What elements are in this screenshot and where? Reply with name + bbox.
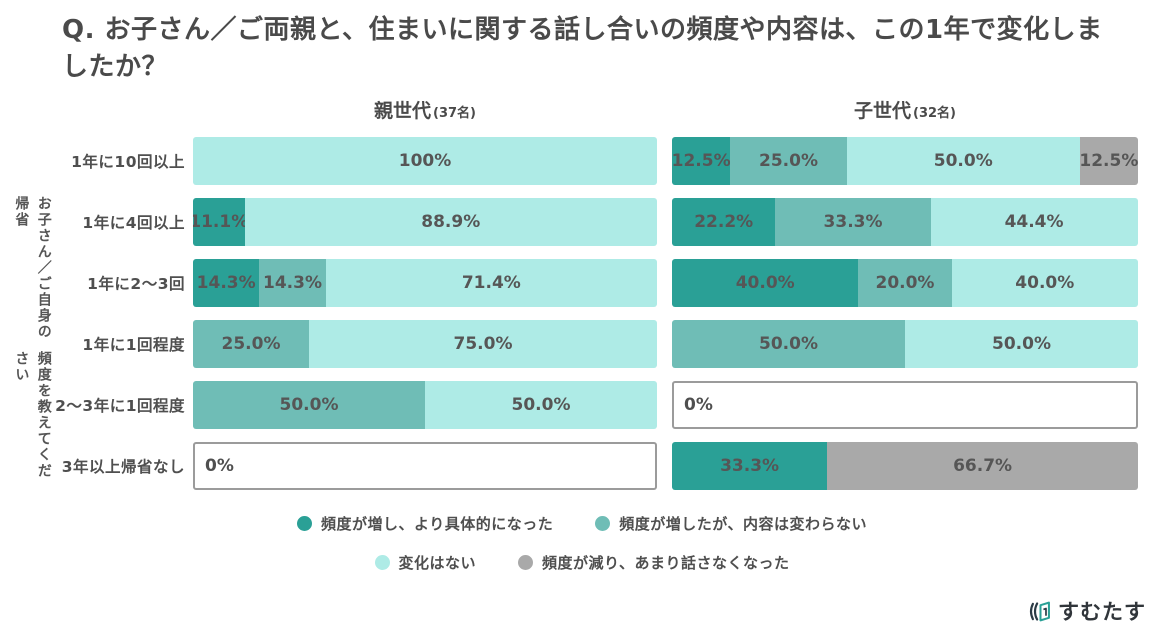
bar-segment-increased_concrete: 11.1% [193, 198, 248, 246]
group-name-parents: 親世代 [374, 100, 432, 122]
group-count-children: (32名) [913, 106, 956, 121]
bar-segment-no_change: 44.4% [930, 198, 1138, 246]
bar-row: 33.3% 66.7% [672, 442, 1138, 490]
legend-row: 変化はない 頻度が減り、あまり話さなくなった [0, 547, 1164, 577]
logo-text: すむたす [1058, 600, 1146, 624]
bar-segment-increased_concrete: 22.2% [672, 198, 776, 246]
legend-dot-icon [518, 554, 534, 570]
legend-label: 頻度が減り、あまり話さなくなった [542, 553, 790, 572]
bar-segment-increased_same: 50.0% [672, 320, 905, 368]
bar-segment-increased_same: 25.0% [730, 137, 847, 185]
bar-segment-no_change: 88.9% [244, 198, 657, 246]
category-label: 1年に10回以上 [71, 153, 185, 171]
legend-label: 変化はない [398, 553, 477, 572]
legend-label: 頻度が増したが、内容は変わらない [619, 514, 867, 533]
bar-segment-increased_concrete: 12.5% [672, 137, 731, 185]
group-name-children: 子世代 [854, 100, 912, 122]
bar-row: 22.2% 33.3% 44.4% [672, 198, 1138, 246]
bar-segment-decreased: 12.5% [1079, 137, 1138, 185]
bar-segment-increased_same: 50.0% [193, 381, 425, 429]
bar-segment-increased_concrete: 40.0% [672, 259, 859, 307]
bar-row: 40.0% 20.0% 40.0% [672, 259, 1138, 307]
y-axis-label-line2: 頻度を教えてください [13, 350, 52, 479]
legend-row: 頻度が増し、より具体的になった 頻度が増したが、内容は変わらない [0, 508, 1164, 538]
bar-segment-no_change: 71.4% [325, 259, 657, 307]
bar-segment-decreased: 66.7% [827, 442, 1138, 490]
legend: 頻度が増し、より具体的になった 頻度が増したが、内容は変わらない変化はない 頻度が減… [0, 508, 1164, 586]
bar-segment-no_change: 100% [193, 137, 657, 185]
zero-percent-label: 0% [205, 456, 234, 476]
sumutasu-logo-icon [1029, 601, 1050, 621]
bar-segment-increased_same: 14.3% [259, 259, 326, 307]
legend-label: 頻度が増し、より具体的になった [321, 514, 554, 533]
legend-item-increased_concrete: 頻度が増し、より具体的になった [297, 513, 553, 534]
bar-row: 14.3% 14.3% 71.4% [193, 259, 657, 307]
category-label: 1年に2〜3回 [87, 275, 185, 293]
y-axis-label-line1: お子さん／ご自身の帰省 [13, 196, 52, 340]
bar-segment-no_change: 50.0% [846, 137, 1080, 185]
group-header-parents: 親世代 (37名) [193, 96, 657, 124]
bar-segment-no_change: 75.0% [309, 320, 657, 368]
category-label: 3年以上帰省なし [61, 458, 185, 476]
legend-dot-icon [374, 554, 390, 570]
bar-row: 100% [193, 137, 657, 185]
y-axis-label: お子さん／ご自身の帰省 頻度を教えてください [10, 196, 55, 486]
category-label: 1年に4回以上 [82, 214, 185, 232]
bar-segment-no_change: 50.0% [425, 381, 657, 429]
bar-row: 25.0% 75.0% [193, 320, 657, 368]
legend-dot-icon [595, 515, 611, 531]
logo: すむたす [1027, 596, 1146, 626]
bar-segment-no_change: 50.0% [905, 320, 1138, 368]
category-label: 2〜3年に1回程度 [55, 397, 185, 415]
bar-segment-no_change: 40.0% [951, 259, 1138, 307]
group-header-children: 子世代 (32名) [672, 96, 1138, 124]
bar-row: 0% [193, 442, 657, 490]
category-label: 1年に1回程度 [82, 336, 185, 354]
bar-segment-increased_same: 25.0% [193, 320, 309, 368]
legend-item-decreased: 頻度が減り、あまり話さなくなった [518, 552, 789, 573]
bar-segment-increased_concrete: 33.3% [672, 442, 828, 490]
legend-item-no_change: 変化はない [374, 552, 477, 573]
bar-segment-increased_same: 20.0% [858, 259, 952, 307]
legend-item-increased_same: 頻度が増したが、内容は変わらない [595, 513, 867, 534]
zero-percent-label: 0% [684, 395, 713, 415]
bar-row: 50.0% 50.0% [193, 381, 657, 429]
bar-segment-increased_same: 33.3% [775, 198, 931, 246]
bar-row: 12.5% 25.0% 50.0% 12.5% [672, 137, 1138, 185]
legend-dot-icon [297, 515, 313, 531]
bar-row: 11.1% 88.9% [193, 198, 657, 246]
bar-row: 50.0% 50.0% [672, 320, 1138, 368]
bar-row: 0% [672, 381, 1138, 429]
group-count-parents: (37名) [433, 106, 476, 121]
chart-title: Q. お子さん／ご両親と、住まいに関する話し合いの頻度や内容は、この1年で変化し… [62, 15, 1103, 82]
bar-segment-increased_concrete: 14.3% [193, 259, 260, 307]
